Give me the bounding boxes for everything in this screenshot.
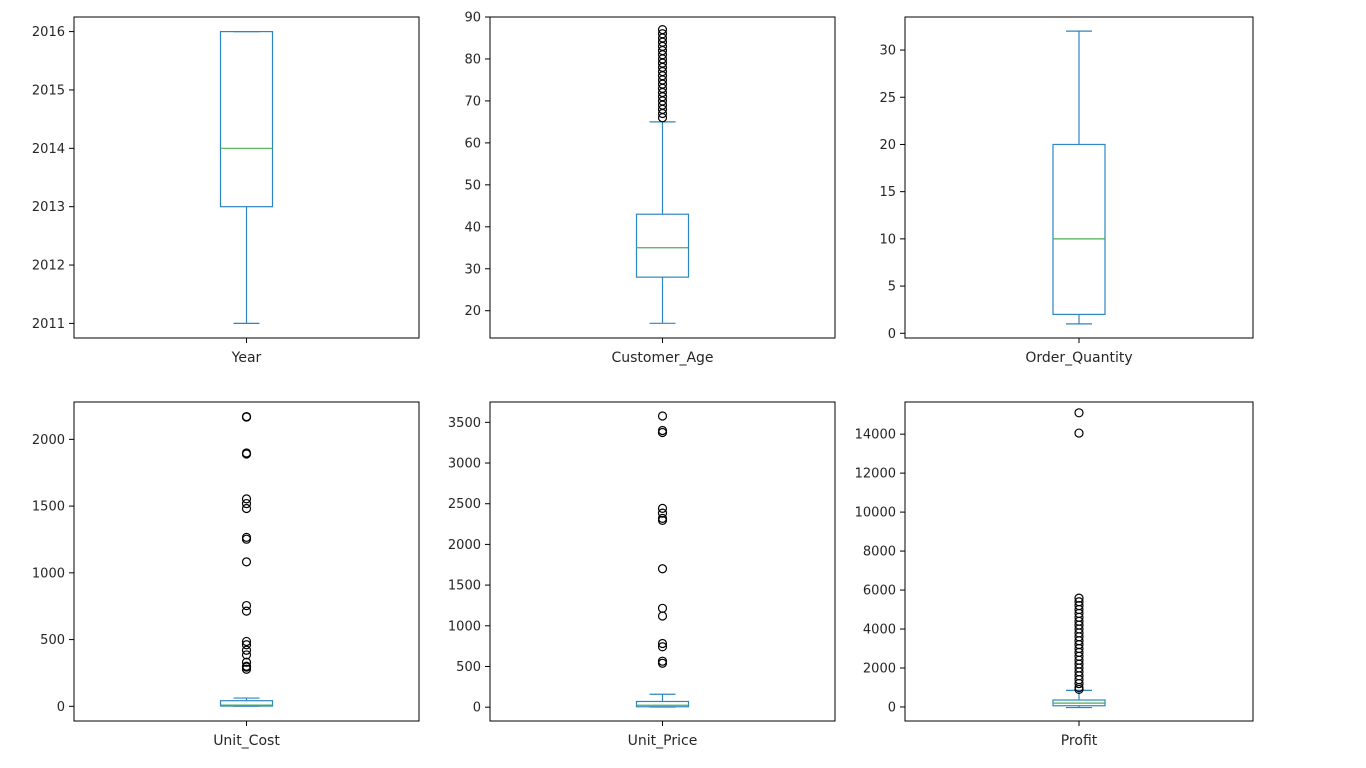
iqr-box (635, 213, 690, 278)
outlier-point (241, 650, 252, 660)
y-tick-label: 4000 (863, 623, 896, 638)
y-tick-label: 2012 (32, 259, 65, 274)
y-tick-label: 10 (879, 232, 896, 247)
y-tick-label: 50 (464, 178, 481, 193)
outlier-point (657, 29, 668, 39)
outlier-point (657, 564, 668, 574)
y-tick-label: 3000 (448, 457, 481, 472)
y-tick-label: 60 (464, 136, 481, 151)
iqr-box (1052, 143, 1106, 315)
y-tick-label: 20 (464, 304, 481, 319)
y-tick-label: 2014 (32, 142, 65, 157)
y-tick-label: 30 (464, 262, 481, 277)
outlier-point (241, 498, 252, 509)
outlier-point (241, 640, 252, 650)
y-tick-label: 1500 (448, 579, 481, 594)
outlier-point (1074, 684, 1084, 695)
x-category-label: Unit_Cost (213, 733, 280, 749)
outlier-point (241, 600, 252, 611)
iqr-box (219, 700, 274, 707)
y-tick-label: 25 (879, 91, 896, 106)
outlier-point (657, 508, 668, 518)
outlier-point (1074, 678, 1084, 689)
outlier-point (241, 532, 252, 542)
outlier-point (657, 658, 668, 668)
boxplot-panel-profit: 0 2000 4000 6000 8000 10000 12000 14000 Profit (855, 401, 1254, 749)
y-tick-label: 1000 (448, 619, 481, 634)
boxplot-panel-year: 2011 2012 2013 2014 2015 2016 Year (32, 16, 420, 366)
y-tick-label: 0 (473, 701, 481, 716)
outlier-point (241, 494, 252, 504)
outlier-point (241, 412, 252, 422)
boxplot-panel-unit-cost: 0 500 1000 1500 2000 Unit_Cost (32, 401, 420, 749)
y-tick-label: 80 (464, 52, 481, 67)
x-category-label: Order_Quantity (1025, 350, 1132, 366)
outlier-point (241, 645, 252, 655)
outlier-point (657, 603, 668, 613)
y-tick-label: 10000 (855, 506, 896, 521)
y-tick-label: 12000 (855, 467, 896, 482)
y-tick-label: 2015 (32, 83, 65, 98)
y-tick-label: 8000 (863, 545, 896, 560)
y-tick-label: 5 (888, 280, 896, 295)
axes-frame (904, 401, 1254, 722)
outlier-point (657, 24, 668, 35)
outlier-point (241, 449, 252, 459)
y-tick-label: 90 (464, 11, 481, 26)
outlier-point (241, 664, 252, 674)
y-tick-label: 15 (879, 185, 896, 200)
y-tick-label: 2000 (863, 661, 896, 676)
y-tick-label: 2000 (448, 538, 481, 553)
y-tick-label: 40 (464, 220, 481, 235)
outlier-point (657, 427, 668, 438)
outlier-point (657, 642, 668, 652)
outlier-point (241, 606, 252, 616)
y-tick-label: 1000 (32, 566, 65, 581)
x-category-label: Profit (1061, 733, 1098, 749)
x-category-label: Year (231, 350, 262, 366)
axes-frame (489, 401, 836, 722)
y-tick-label: 3500 (448, 416, 481, 431)
y-tick-label: 2500 (448, 497, 481, 512)
outlier-point (657, 503, 668, 513)
x-category-label: Unit_Price (628, 733, 698, 749)
outlier-point (657, 411, 668, 421)
outlier-point (657, 611, 668, 621)
boxplot-panel-customer-age: 20 30 40 50 60 70 80 90 Customer_Age (464, 11, 836, 366)
outlier-point (657, 638, 668, 649)
outlier-point (241, 534, 252, 544)
outlier-point (241, 636, 252, 647)
y-tick-label: 500 (40, 633, 65, 648)
y-tick-label: 70 (464, 94, 481, 109)
x-category-label: Customer_Age (611, 350, 713, 366)
y-tick-label: 20 (879, 138, 896, 153)
y-tick-label: 2016 (32, 25, 65, 40)
boxplot-panel-order-quantity: 0 5 10 15 20 25 30 Order_Quantity (879, 16, 1254, 366)
iqr-box (219, 30, 274, 208)
y-tick-label: 0 (888, 700, 896, 715)
y-tick-label: 14000 (855, 428, 896, 443)
y-tick-label: 30 (879, 44, 896, 59)
y-tick-label: 500 (456, 660, 481, 675)
outlier-point (241, 503, 252, 514)
y-tick-label: 0 (57, 700, 65, 715)
outlier-point (241, 557, 252, 567)
outlier-point (1074, 428, 1084, 438)
y-tick-label: 0 (888, 327, 896, 342)
y-tick-label: 2011 (32, 317, 65, 332)
y-tick-label: 2000 (32, 433, 65, 448)
outlier-point (657, 515, 668, 526)
iqr-box (635, 700, 690, 708)
outlier-point (241, 657, 252, 667)
boxplot-panel-unit-price: 0 500 1000 1500 2000 2500 3000 3500 Unit_Price (448, 401, 836, 749)
outlier-point (1074, 408, 1084, 418)
y-tick-label: 6000 (863, 584, 896, 599)
y-tick-label: 2013 (32, 200, 65, 215)
y-tick-label: 1500 (32, 500, 65, 515)
